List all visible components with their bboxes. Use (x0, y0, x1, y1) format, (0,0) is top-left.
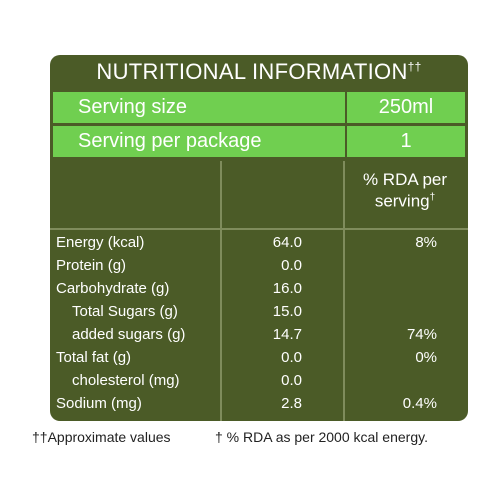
divider (345, 126, 347, 157)
title-mark: †† (407, 59, 422, 74)
title-wrap: NUTRITIONAL INFORMATION†† (50, 59, 468, 85)
nutrient-label: Protein (g) (56, 257, 127, 274)
divider (220, 230, 222, 421)
nutrient-value: 0.0 (281, 349, 302, 366)
nutrient-label: added sugars (g) (72, 326, 186, 343)
nutrient-rda: 8% (415, 234, 437, 251)
nutrient-row: Total Sugars (g) 15.0 (50, 300, 468, 323)
rda-header-wrap: % RDA per serving† (350, 171, 460, 211)
nutrient-label: Total Sugars (g) (72, 303, 178, 320)
title: NUTRITIONAL INFORMATION (96, 59, 408, 84)
rda-header-mark: † (429, 192, 436, 203)
rda-header: % RDA per serving (362, 170, 448, 211)
serving-row: Serving size 250ml (53, 92, 465, 123)
divider (343, 161, 345, 421)
header-row: % RDA per serving† (50, 161, 468, 229)
nutrient-label: Carbohydrate (g) (56, 280, 170, 297)
nutrient-rda: 0.4% (402, 395, 437, 412)
nutrient-label: cholesterol (mg) (72, 372, 180, 389)
nutrient-value: 16.0 (272, 280, 302, 297)
divider (220, 161, 222, 229)
nutrient-row: Energy (kcal) 64.0 8% (50, 231, 468, 254)
serving-label: Serving size (78, 96, 187, 118)
footnote: † % RDA as per 2000 kcal energy. (215, 429, 428, 445)
serving-row: Serving per package 1 (53, 126, 465, 157)
serving-value: 250ml (378, 96, 434, 118)
nutrient-row: Total fat (g) 0.0 0% (50, 346, 468, 369)
nutrition-panel: NUTRITIONAL INFORMATION†† % RDA per serv… (50, 55, 468, 421)
nutrient-row: cholesterol (mg) 0.0 (50, 369, 468, 392)
nutrient-row: added sugars (g) 14.7 74% (50, 323, 468, 346)
nutrient-row: Protein (g) 0.0 (50, 254, 468, 277)
nutrient-row: Carbohydrate (g) 16.0 (50, 277, 468, 300)
nutrient-value: 15.0 (272, 303, 302, 320)
serving-value: 1 (400, 130, 412, 152)
nutrient-label: Energy (kcal) (56, 234, 145, 251)
serving-label: Serving per package (78, 130, 262, 152)
nutrient-rda: 0% (415, 349, 437, 366)
nutrient-label: Sodium (mg) (56, 395, 142, 412)
nutrient-value: 64.0 (272, 234, 302, 251)
footnote: ††Approximate values (32, 429, 171, 445)
nutrient-value: 0.0 (281, 257, 302, 274)
divider (50, 228, 468, 230)
nutrient-value: 2.8 (281, 395, 302, 412)
divider (345, 92, 347, 123)
nutrient-label: Total fat (g) (56, 349, 132, 366)
nutrient-rda: 74% (406, 326, 437, 343)
nutrient-value: 0.0 (281, 372, 302, 389)
nutrient-value: 14.7 (272, 326, 302, 343)
nutrient-row: Sodium (mg) 2.8 0.4% (50, 392, 468, 415)
